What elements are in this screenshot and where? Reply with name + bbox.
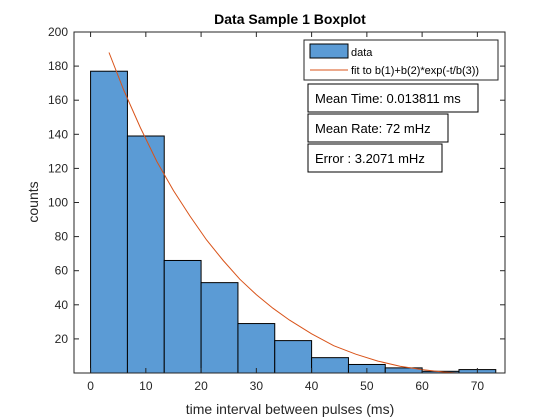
histogram-bar xyxy=(237,323,276,374)
x-tick-label: 40 xyxy=(305,379,319,393)
y-tick-label: 140 xyxy=(48,127,68,141)
annotation-text: Mean Rate: 72 mHz xyxy=(315,121,431,136)
histogram-bar xyxy=(200,282,239,374)
chart-title: Data Sample 1 Boxplot xyxy=(214,11,366,27)
histogram-bar xyxy=(126,135,165,374)
annotation-error: Error : 3.2071 mHz xyxy=(307,143,443,173)
annotation-text: Error : 3.2071 mHz xyxy=(315,151,425,166)
x-tick-label: 50 xyxy=(360,379,374,393)
histogram-bar xyxy=(90,70,128,374)
fit-curve-line xyxy=(108,52,459,374)
y-tick-label: 40 xyxy=(55,298,69,312)
x-tick-label: 0 xyxy=(87,379,94,393)
annotation-text: Mean Time: 0.013811 ms xyxy=(315,91,461,106)
y-tick-label: 120 xyxy=(48,161,68,175)
histogram-bar xyxy=(274,340,313,374)
legend: data fit to b(1)+b(2)*exp(-t/b(3)) xyxy=(303,39,499,81)
y-tick-label: 100 xyxy=(48,196,68,210)
y-tick-label: 160 xyxy=(48,93,68,107)
annotation-mean-time: Mean Time: 0.013811 ms xyxy=(307,83,479,113)
x-axis-label: time interval between pulses (ms) xyxy=(186,401,395,417)
y-tick-label: 200 xyxy=(48,25,68,39)
x-tick-label: 70 xyxy=(471,379,485,393)
x-tick-label: 30 xyxy=(250,379,264,393)
y-tick-label: 20 xyxy=(55,332,69,346)
legend-label-fit: fit to b(1)+b(2)*exp(-t/b(3)) xyxy=(351,65,479,77)
annotation-mean-rate: Mean Rate: 72 mHz xyxy=(307,113,449,143)
x-tick-label: 20 xyxy=(194,379,208,393)
legend-label-data: data xyxy=(351,47,373,59)
annotation-box xyxy=(307,83,479,113)
x-tick-label: 60 xyxy=(415,379,429,393)
bars-layer xyxy=(90,70,497,374)
annotation-box xyxy=(307,113,449,143)
y-tick-label: 80 xyxy=(55,230,69,244)
fit-layer xyxy=(108,52,459,374)
ticks-layer: 0 10 20 30 40 50 60 70 20 40 60 80 100 120 140 160 180 20… xyxy=(48,25,505,393)
y-axis-label: counts xyxy=(25,181,41,222)
y-tick-label: 180 xyxy=(48,59,68,73)
histogram-bar xyxy=(311,357,349,374)
histogram-bar xyxy=(163,259,202,374)
legend-swatch-data xyxy=(309,43,349,59)
annotation-box xyxy=(307,143,443,173)
x-tick-label: 10 xyxy=(139,379,153,393)
y-tick-label: 60 xyxy=(55,264,69,278)
